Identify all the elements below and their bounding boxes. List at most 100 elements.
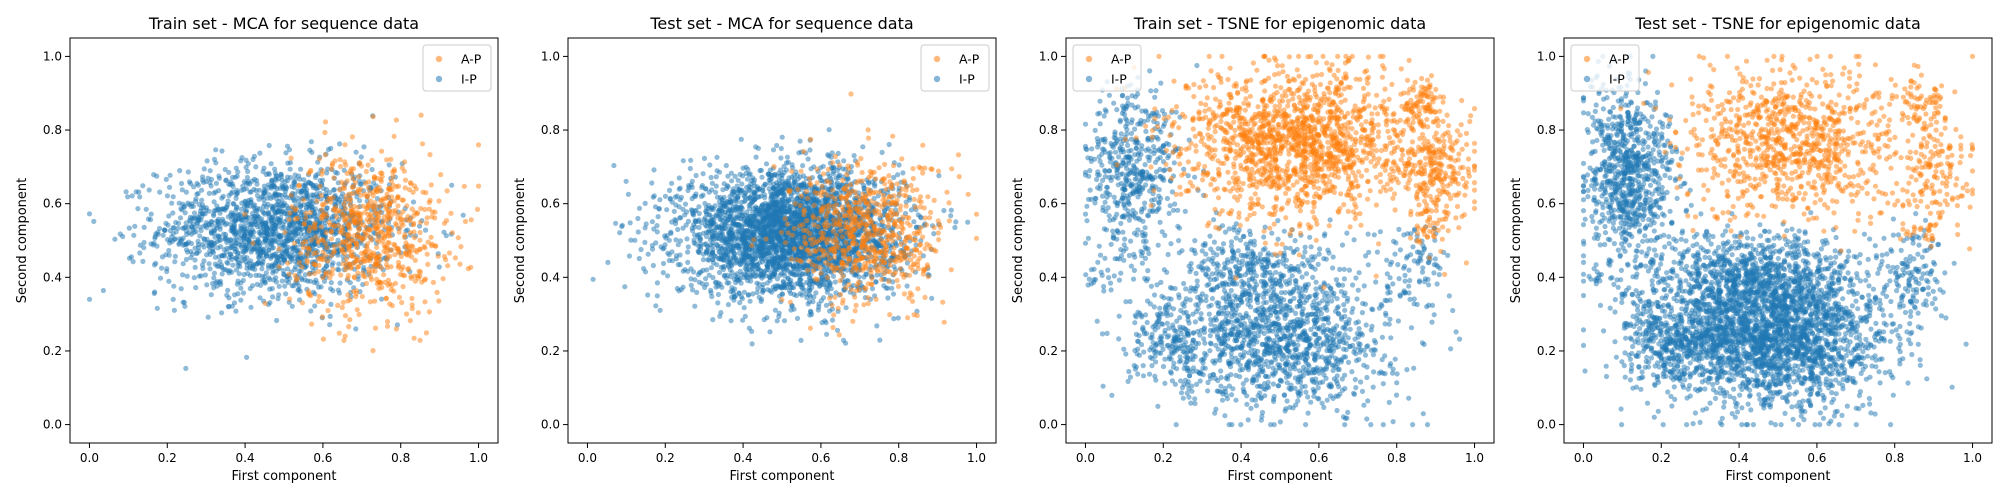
data-point	[236, 271, 242, 277]
data-point	[725, 302, 732, 308]
data-point	[270, 205, 276, 211]
data-point	[414, 210, 421, 216]
data-point	[176, 240, 182, 246]
data-point	[296, 183, 302, 189]
data-point	[706, 257, 712, 263]
data-point	[270, 245, 276, 251]
data-point	[433, 243, 439, 249]
legend-label: I-P	[461, 72, 477, 87]
y-tick-label: 0.4	[43, 270, 62, 284]
data-point	[645, 251, 651, 257]
data-point	[409, 305, 415, 312]
data-point	[201, 244, 207, 250]
data-point	[674, 285, 681, 292]
data-point	[364, 225, 370, 231]
x-tick-label: 0.8	[391, 451, 410, 465]
chart-panel-1: 0.0 0.2 0.4 0.6 0.8 1.00.00.20.40.60.81.0Trai…	[15, 14, 499, 484]
data-point	[323, 213, 330, 219]
data-point	[710, 317, 716, 323]
data-point	[263, 223, 269, 229]
data-point	[200, 211, 206, 217]
data-point	[184, 273, 190, 279]
data-point	[299, 277, 305, 283]
data-point	[440, 276, 446, 282]
data-point	[365, 162, 371, 168]
data-point	[395, 259, 402, 265]
data-point	[721, 264, 728, 270]
data-point	[304, 205, 310, 211]
data-point	[320, 336, 326, 342]
data-point	[227, 268, 233, 274]
data-point	[383, 296, 389, 302]
data-point	[137, 250, 143, 256]
data-point	[404, 203, 410, 209]
data-point	[426, 309, 432, 315]
data-point	[164, 237, 171, 243]
data-point	[170, 296, 176, 302]
data-point	[132, 223, 138, 229]
data-point	[232, 230, 239, 236]
data-point	[890, 291, 897, 297]
data-point	[355, 270, 361, 276]
scatter-points	[86, 112, 482, 371]
data-point	[164, 268, 170, 275]
data-point	[177, 168, 183, 174]
data-point	[219, 148, 225, 154]
data-point	[364, 246, 370, 252]
data-point	[224, 220, 230, 226]
data-point	[245, 168, 251, 175]
y-tick-label: 0.6	[43, 197, 62, 211]
data-point	[247, 273, 254, 279]
data-point	[863, 271, 869, 277]
data-point	[309, 321, 315, 327]
data-point	[422, 299, 428, 305]
data-point	[160, 232, 166, 238]
data-point	[724, 280, 730, 286]
data-point	[432, 215, 438, 221]
data-point	[707, 162, 713, 168]
data-point	[417, 246, 423, 252]
data-point	[649, 180, 655, 186]
data-point	[274, 215, 280, 221]
data-point	[307, 209, 314, 216]
data-point	[221, 206, 227, 212]
data-point	[339, 224, 345, 230]
data-point	[183, 241, 190, 247]
data-point	[208, 183, 214, 189]
data-point	[210, 280, 216, 287]
data-point	[660, 270, 666, 276]
data-point	[379, 148, 385, 154]
data-point	[613, 220, 619, 226]
data-point	[428, 182, 434, 188]
data-point	[356, 311, 362, 318]
data-point	[301, 220, 307, 227]
data-point	[308, 139, 314, 145]
data-point	[219, 271, 225, 277]
data-point	[194, 191, 200, 197]
data-point	[419, 279, 425, 285]
data-point	[130, 259, 136, 265]
data-point	[383, 224, 389, 230]
data-point	[171, 307, 177, 313]
data-point	[354, 307, 360, 313]
data-point	[344, 178, 350, 184]
data-point	[408, 248, 414, 254]
data-point	[299, 264, 305, 270]
data-point	[157, 189, 163, 195]
data-point	[424, 215, 430, 221]
data-point	[211, 213, 217, 219]
data-point	[680, 284, 686, 290]
data-point	[337, 141, 343, 147]
data-point	[298, 166, 304, 172]
data-point	[250, 261, 256, 268]
data-point	[448, 210, 454, 216]
data-point	[346, 324, 352, 330]
data-point	[378, 229, 384, 235]
data-point	[356, 233, 362, 239]
data-point	[851, 153, 857, 159]
data-point	[417, 337, 423, 343]
data-point	[349, 184, 355, 190]
data-point	[191, 275, 197, 281]
data-point	[143, 206, 149, 212]
data-point	[347, 213, 353, 219]
